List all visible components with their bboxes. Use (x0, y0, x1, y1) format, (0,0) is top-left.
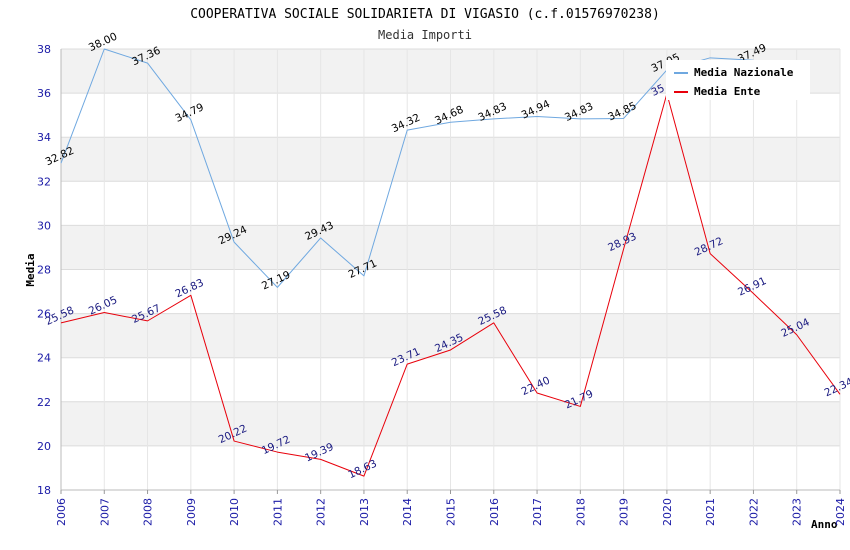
x-axis-label: Anno (811, 518, 838, 531)
x-tick-label: 2022 (747, 498, 760, 526)
x-tick-label: 2013 (358, 498, 371, 526)
legend-entry: Media Ente (694, 85, 761, 98)
x-tick-label: 2009 (185, 498, 198, 526)
y-tick-label: 38 (37, 43, 51, 56)
x-tick-label: 2012 (315, 498, 328, 526)
y-tick-label: 18 (37, 484, 51, 497)
x-tick-label: 2019 (618, 498, 631, 526)
x-tick-label: 2010 (228, 498, 241, 526)
y-tick-label: 20 (37, 440, 51, 453)
y-tick-label: 36 (37, 87, 51, 100)
legend-box (666, 60, 810, 100)
series-line-media-nazionale (60, 48, 754, 288)
y-tick-label: 30 (37, 219, 51, 232)
series-lines (60, 48, 841, 477)
x-tick-label: 2020 (661, 498, 674, 526)
x-ticks: 2006 2007 2008 2009 2010 2011 2012 2013 2014 2015… (55, 490, 847, 526)
y-axis-label: Media (24, 253, 37, 286)
y-tick-label: 32 (37, 175, 51, 188)
x-tick-label: 2024 (834, 498, 847, 526)
chart-subtitle: Media Importi (378, 28, 472, 42)
y-tick-label: 26 (37, 308, 51, 321)
x-tick-label: 2018 (574, 498, 587, 526)
y-tick-label: 28 (37, 264, 51, 277)
x-tick-label: 2014 (401, 498, 414, 526)
legend-entry: Media Nazionale (694, 66, 794, 79)
y-tick-label: 34 (37, 131, 51, 144)
x-tick-label: 2011 (271, 498, 284, 526)
chart-title: COOPERATIVA SOCIALE SOLIDARIETA DI VIGAS… (190, 7, 660, 22)
legend: Media Nazionale Media Ente (666, 60, 810, 100)
x-tick-label: 2008 (142, 498, 155, 526)
x-tick-label: 2006 (55, 498, 68, 526)
x-tick-label: 2017 (531, 498, 544, 526)
y-ticks: 18 20 22 24 26 28 30 32 34 36 38 (37, 43, 51, 497)
y-tick-label: 24 (37, 352, 51, 365)
x-tick-label: 2023 (791, 498, 804, 526)
x-tick-label: 2007 (98, 498, 111, 526)
x-tick-label: 2021 (704, 498, 717, 526)
series-line-media-ente (60, 93, 841, 477)
x-tick-label: 2015 (445, 498, 458, 526)
y-tick-label: 22 (37, 396, 51, 409)
x-tick-label: 2016 (488, 498, 501, 526)
